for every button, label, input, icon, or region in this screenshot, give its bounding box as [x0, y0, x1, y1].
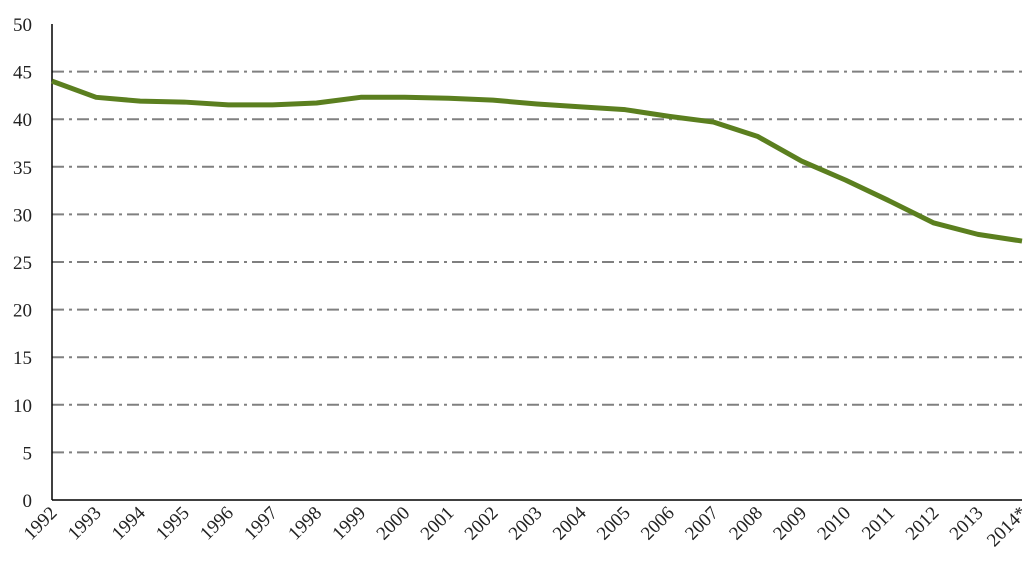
x-tick-label: 2002 — [461, 503, 503, 545]
x-tick-label: 2004 — [549, 502, 591, 544]
series-line — [51, 78, 1023, 244]
x-tick-label: 1999 — [328, 503, 370, 545]
x-tick-label: 2007 — [681, 503, 723, 545]
y-tick-label: 15 — [13, 348, 32, 369]
y-tick-label: 35 — [13, 158, 32, 179]
x-tick-label: 2003 — [505, 503, 547, 545]
x-tick-label: 2012 — [902, 503, 944, 545]
x-tick-label: 1993 — [64, 503, 106, 545]
x-tick-label: 2011 — [858, 503, 899, 544]
y-tick-label: 40 — [13, 110, 32, 131]
y-tick-label: 45 — [13, 63, 32, 84]
x-tick-label: 2005 — [593, 503, 635, 545]
x-tick-label: 1997 — [240, 503, 282, 545]
x-tick-label: 2001 — [417, 503, 459, 545]
x-tick-label: 2008 — [725, 503, 767, 545]
x-tick-label: 1998 — [284, 503, 326, 545]
y-tick-label: 50 — [13, 15, 32, 36]
x-tick-label: 2009 — [769, 503, 811, 545]
x-tick-label: 2010 — [813, 503, 855, 545]
y-tick-label: 30 — [13, 205, 32, 226]
x-tick-label: 2000 — [373, 503, 415, 545]
x-tick-label: 1994 — [108, 502, 150, 544]
x-tick-label: 2006 — [637, 503, 679, 545]
y-tick-label: 20 — [13, 301, 32, 322]
x-tick-label: 2013 — [946, 503, 988, 545]
x-tick-label: 2014* — [983, 503, 1024, 551]
y-tick-label: 5 — [23, 443, 33, 464]
y-tick-label: 10 — [13, 396, 32, 417]
x-tick-label: 1995 — [152, 503, 194, 545]
x-tick-label: 1996 — [196, 503, 238, 545]
y-tick-label: 25 — [13, 253, 32, 274]
y-tick-label: 0 — [23, 491, 33, 512]
